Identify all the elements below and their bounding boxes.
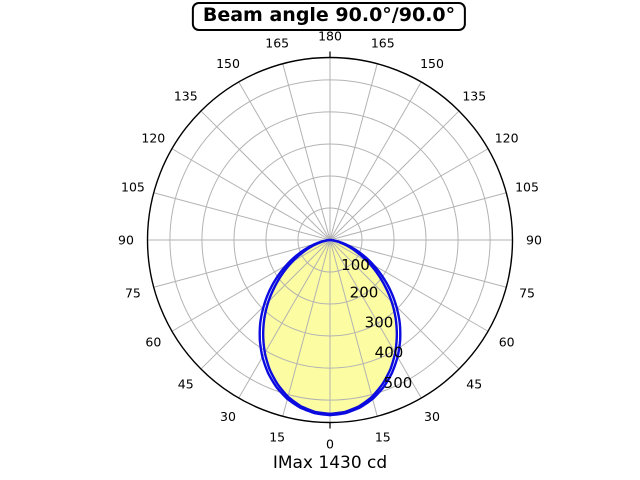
polar-grid-spoke xyxy=(171,239,331,332)
polar-grid-spoke xyxy=(200,239,331,370)
polar-grid-spoke xyxy=(200,110,331,241)
angle-tick-label: 105 xyxy=(515,180,539,195)
radial-tick-label: 300 xyxy=(365,313,394,331)
polar-grid-spoke xyxy=(238,81,331,241)
angle-tick-label: 90 xyxy=(526,233,542,248)
angle-tick-label: 60 xyxy=(499,335,515,350)
polar-grid-spoke xyxy=(329,239,460,370)
angle-tick-label: 150 xyxy=(216,56,240,71)
radial-tick-label: 200 xyxy=(350,283,379,301)
angle-tick-label: 180 xyxy=(318,29,342,44)
polar-grid-spoke xyxy=(329,239,489,332)
angle-tick-label: 120 xyxy=(495,131,519,146)
intensity-curve-c90 xyxy=(258,238,402,417)
polar-grid-spoke xyxy=(329,110,460,241)
polar-grid-spoke xyxy=(153,192,331,241)
angle-tick-label: 15 xyxy=(269,430,285,445)
radial-tick-label: 500 xyxy=(384,374,413,392)
chart-title: Beam angle 90.0°/90.0° xyxy=(191,2,467,31)
angle-tick-label: 75 xyxy=(125,285,141,300)
radial-tick-label: 100 xyxy=(341,256,370,274)
angle-tick-label: 165 xyxy=(265,35,289,50)
angle-tick-label: 30 xyxy=(220,409,236,424)
polar-grid-spoke xyxy=(329,192,507,241)
angle-tick-label: 60 xyxy=(145,335,161,350)
angle-tick-label: 30 xyxy=(424,409,440,424)
angle-tick-label: 135 xyxy=(174,88,198,103)
polar-grid-spoke xyxy=(153,239,331,288)
polar-grid-spoke xyxy=(171,148,331,241)
angle-tick-label: 90 xyxy=(118,233,134,248)
imax-label: IMax 1430 cd xyxy=(272,453,388,473)
polar-grid-spoke xyxy=(282,239,331,417)
polar-grid-spoke xyxy=(329,81,422,241)
angle-tick-label: 120 xyxy=(141,131,165,146)
angle-tick-label: 45 xyxy=(466,377,482,392)
intensity-curve-c0 xyxy=(261,238,399,416)
angle-tick-label: 75 xyxy=(519,285,535,300)
angle-tick-label: 150 xyxy=(420,56,444,71)
polar-grid-spoke xyxy=(329,239,507,288)
polar-grid-spoke xyxy=(329,148,489,241)
polar-grid-spoke xyxy=(329,239,378,417)
polar-grid-spoke xyxy=(329,239,422,399)
angle-tick-label: 0 xyxy=(326,437,334,452)
radial-tick-label: 400 xyxy=(375,343,404,361)
polar-grid-spoke xyxy=(238,239,331,399)
polar-grid-spoke xyxy=(329,63,378,241)
angle-tick-label: 135 xyxy=(462,88,486,103)
angle-tick-label: 165 xyxy=(371,35,395,50)
angle-tick-label: 45 xyxy=(178,377,194,392)
angle-tick-label: 105 xyxy=(121,180,145,195)
polar-grid-spoke xyxy=(282,63,331,241)
angle-tick-label: 15 xyxy=(375,430,391,445)
